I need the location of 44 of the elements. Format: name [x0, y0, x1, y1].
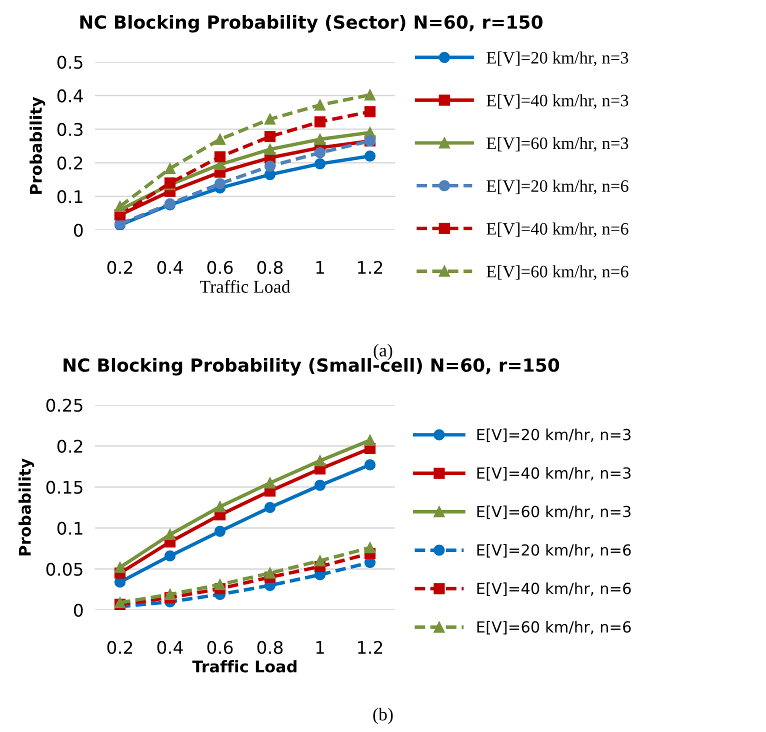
x-tick-label: 0.4 [157, 260, 183, 274]
legend-label: E[V]=60 km/hr, n=6 [486, 265, 628, 280]
legend-label: E[V]=20 km/hr, n=3 [477, 428, 631, 442]
x-tick-label: 0.4 [157, 640, 183, 654]
text: (b) [373, 708, 393, 724]
y-tick-label: 0.2 [57, 156, 82, 170]
x-tick-label: 1.2 [358, 260, 382, 274]
x-tick-label: 0.8 [257, 260, 283, 274]
legend-label: E[V]=40 km/hr, n=6 [486, 222, 628, 238]
x-axis-title: Traffic Load [200, 280, 290, 293]
x-tick-label: 1.2 [358, 640, 382, 654]
legend-label: E[V]=20 km/hr, n=6 [477, 544, 631, 558]
y-tick-label: 0.2 [57, 440, 82, 453]
y-tick-label: 0.15 [46, 480, 82, 494]
x-axis-title: Traffic Load [192, 660, 296, 672]
legend-label: E[V]=60 km/hr, n=6 [477, 620, 631, 634]
legend-label: E[V]=20 km/hr, n=6 [486, 180, 628, 194]
x-tick-label: 0.2 [107, 640, 132, 654]
legend-label: E[V]=40 km/hr, n=6 [477, 582, 631, 596]
x-tick-label: 0.8 [257, 640, 283, 654]
x-tick-label: 0.6 [207, 640, 233, 654]
y-tick-label: 0.3 [57, 122, 82, 136]
x-tick-label: 1 [316, 261, 324, 274]
x-tick-label: 0.2 [107, 260, 132, 274]
x-tick-label: 1 [316, 641, 324, 654]
legend-label: E[V]=40 km/hr, n=3 [486, 94, 628, 109]
text: (a) [374, 344, 392, 360]
y-axis-title: Probability [30, 96, 46, 194]
y-tick-label: 0.4 [57, 89, 83, 102]
legend-label: E[V]=60 km/hr, n=3 [486, 136, 628, 152]
y-tick-label: 0 [74, 604, 83, 617]
y-tick-label: 0 [74, 224, 83, 237]
y-tick-label: 0.5 [57, 56, 82, 69]
x-tick-label: 0.6 [207, 260, 233, 274]
y-tick-label: 0.1 [57, 190, 82, 204]
y-tick-label: 0.1 [57, 522, 82, 535]
chart-title: NC Blocking Probability (Sector) N=60, r=150 [80, 14, 542, 33]
y-tick-label: 0.05 [46, 562, 82, 576]
legend-label: E[V]=40 km/hr, n=3 [477, 467, 631, 481]
legend-label: E[V]=60 km/hr, n=3 [477, 505, 631, 520]
legend-label: E[V]=20 km/hr, n=3 [486, 51, 628, 66]
y-axis-title: Probability [18, 458, 34, 556]
chart-title: NC Blocking Probability (Small-cell) N=60, r=150 [64, 358, 560, 376]
y-tick-label: 0.25 [46, 398, 82, 412]
